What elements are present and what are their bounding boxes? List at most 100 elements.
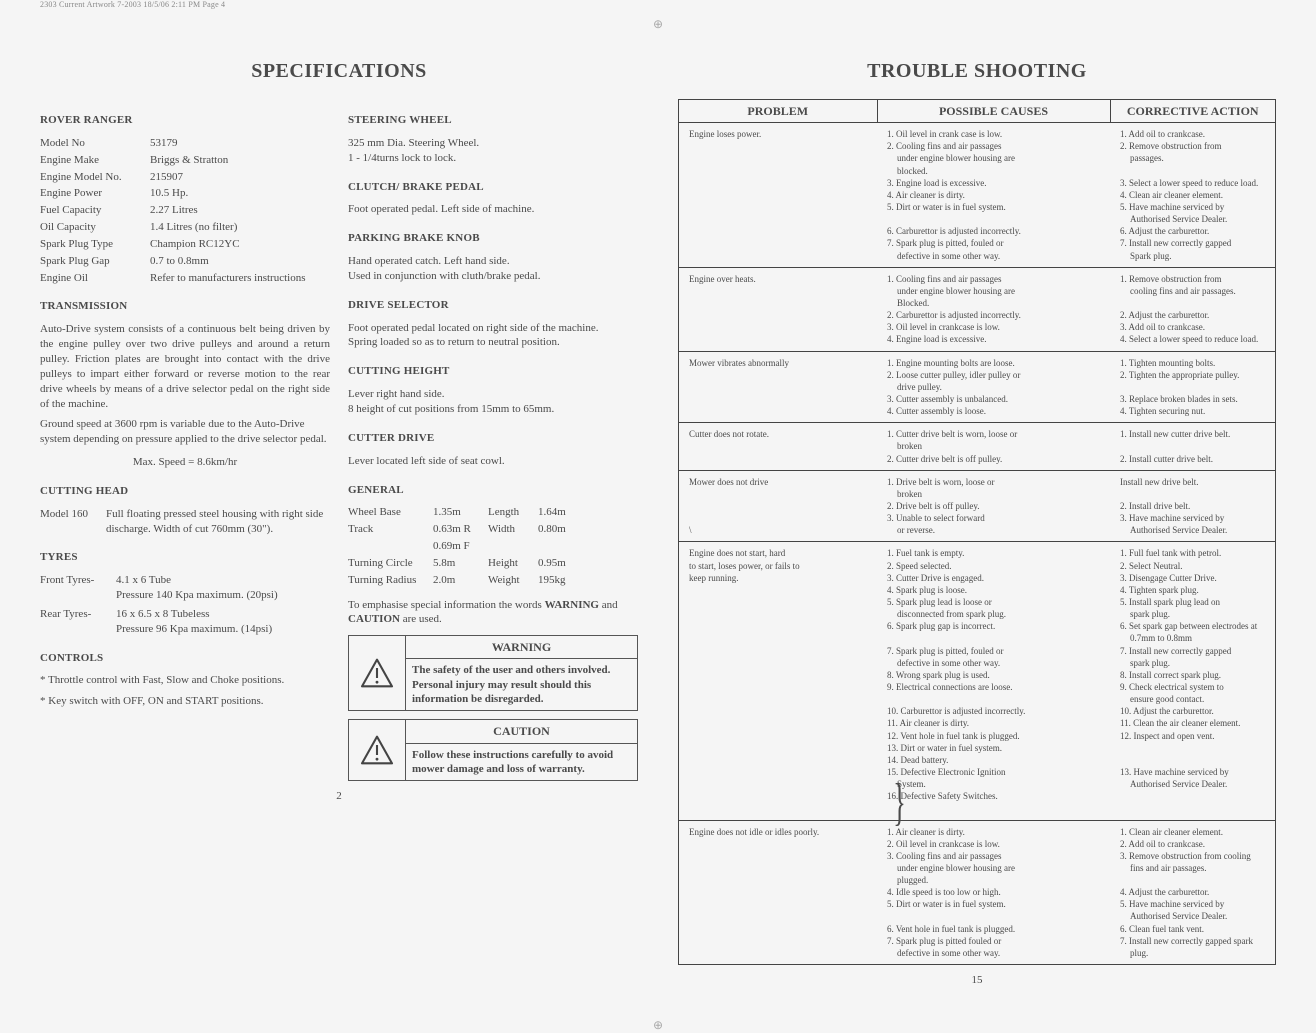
- problem-cell: Engine does not start, hardto start, los…: [679, 542, 878, 820]
- general-cell: 0.63m R: [433, 522, 488, 537]
- general-table: Wheel Base1.35mLength1.64m Track0.63m RWi…: [348, 505, 638, 587]
- spec-value: 53179: [150, 136, 330, 151]
- general-cell: [538, 539, 588, 554]
- spec-table: Model No53179Engine MakeBriggs & Stratto…: [40, 136, 330, 286]
- cutting-head-label: Model 160: [40, 507, 100, 537]
- general-cell: 0.95m: [538, 556, 588, 571]
- drive-sel-l2: Spring loaded so as to return to neutral…: [348, 336, 560, 348]
- actions-cell: Install new drive belt. 2. Install drive…: [1110, 470, 1276, 542]
- spec-label: Spark Plug Type: [40, 237, 150, 252]
- parking-heading: PARKING BRAKE KNOB: [348, 231, 638, 246]
- problem-cell: Engine over heats.: [679, 267, 878, 351]
- rear-tyres-l1: 16 x 6.5 x 8 Tubeless: [116, 608, 210, 620]
- left-column: ROVER RANGER Model No53179Engine MakeBri…: [40, 99, 330, 781]
- problem-cell: Engine loses power.: [679, 123, 878, 268]
- spec-label: Model No: [40, 136, 150, 151]
- actions-cell: 1. Clean air cleaner element.2. Add oil …: [1110, 820, 1276, 965]
- page-right: TROUBLE SHOOTING PROBLEM POSSIBLE CAUSES…: [658, 42, 1296, 998]
- th-action: CORRECTIVE ACTION: [1110, 100, 1276, 123]
- crop-mark-top: ⊕: [0, 17, 1316, 32]
- problem-cell: Mower vibrates abnormally: [679, 351, 878, 423]
- general-heading: GENERAL: [348, 483, 638, 498]
- page-left: SPECIFICATIONS ROVER RANGER Model No5317…: [20, 42, 658, 998]
- th-causes: POSSIBLE CAUSES: [877, 100, 1110, 123]
- spec-value: 0.7 to 0.8mm: [150, 254, 330, 269]
- spec-value: Refer to manufacturers instructions: [150, 271, 330, 286]
- causes-cell: 1. Fuel tank is empty.2. Speed selected.…: [877, 542, 1110, 820]
- general-cell: 2.0m: [433, 573, 488, 588]
- controls-l2: * Key switch with OFF, ON and START posi…: [40, 694, 330, 709]
- parking-l1: Hand operated catch. Left hand side.: [348, 255, 510, 267]
- actions-cell: 1. Add oil to crankcase.2. Remove obstru…: [1110, 123, 1276, 268]
- problem-cell: Mower does not drive\: [679, 470, 878, 542]
- actions-cell: 1. Remove obstruction fromcooling fins a…: [1110, 267, 1276, 351]
- spec-label: Engine Oil: [40, 271, 150, 286]
- table-row: Engine does not start, hardto start, los…: [679, 542, 1276, 820]
- parking-l2: Used in conjunction with cluth/brake ped…: [348, 270, 540, 282]
- spec-value: 2.27 Litres: [150, 203, 330, 218]
- general-cell: 1.35m: [433, 505, 488, 520]
- warning-text: The safety of the user and others involv…: [406, 659, 637, 710]
- controls-l1: * Throttle control with Fast, Slow and C…: [40, 673, 330, 688]
- file-header: 2303 Current Artwork 7-2003 18/5/06 2:11…: [0, 0, 1316, 9]
- transmission-p1: Auto-Drive system consists of a continuo…: [40, 322, 330, 411]
- rear-tyres-label: Rear Tyres-: [40, 607, 110, 637]
- table-row: Engine over heats.1. Cooling fins and ai…: [679, 267, 1276, 351]
- transmission-p2: Ground speed at 3600 rpm is variable due…: [40, 417, 330, 447]
- cut-height-l1: Lever right hand side.: [348, 388, 445, 400]
- rover-ranger-heading: ROVER RANGER: [40, 113, 330, 128]
- general-cell: [348, 539, 433, 554]
- table-row: Cutter does not rotate.1. Cutter drive b…: [679, 423, 1276, 470]
- causes-cell: 1. Air cleaner is dirty.2. Oil level in …: [877, 820, 1110, 965]
- th-problem: PROBLEM: [679, 100, 878, 123]
- spec-label: Engine Power: [40, 186, 150, 201]
- actions-cell: 1. Tighten mounting bolts.2. Tighten the…: [1110, 351, 1276, 423]
- spec-label: Engine Model No.: [40, 170, 150, 185]
- page-num-left: 2: [40, 789, 638, 804]
- problem-cell: Engine does not idle or idles poorly.: [679, 820, 878, 965]
- causes-cell: 1. Drive belt is worn, loose orbroken2. …: [877, 470, 1110, 542]
- tyres-heading: TYRES: [40, 550, 330, 565]
- causes-cell: 1. Engine mounting bolts are loose.2. Lo…: [877, 351, 1110, 423]
- max-speed: Max. Speed = 8.6km/hr: [40, 455, 330, 470]
- right-column: STEERING WHEEL 325 mm Dia. Steering Whee…: [348, 99, 638, 781]
- drive-sel-l1: Foot operated pedal located on right sid…: [348, 322, 598, 334]
- general-note: To emphasise special information the wor…: [348, 598, 638, 628]
- warning-title: WARNING: [406, 636, 637, 659]
- controls-heading: CONTROLS: [40, 651, 330, 666]
- general-cell: Track: [348, 522, 433, 537]
- table-row: Engine does not idle or idles poorly.1. …: [679, 820, 1276, 965]
- spec-value: 10.5 Hp.: [150, 186, 330, 201]
- crop-mark-bottom: ⊕: [0, 1018, 1316, 1033]
- drive-sel-heading: DRIVE SELECTOR: [348, 298, 638, 313]
- steering-l1: 325 mm Dia. Steering Wheel.: [348, 137, 479, 149]
- warning-icon: [349, 636, 406, 710]
- cutting-head-text: Full floating pressed steel housing with…: [106, 507, 330, 537]
- general-cell: Weight: [488, 573, 538, 588]
- page-num-right: 15: [678, 973, 1276, 988]
- caution-title: CAUTION: [406, 720, 637, 743]
- spec-value: 215907: [150, 170, 330, 185]
- general-cell: 195kg: [538, 573, 588, 588]
- front-tyres-l2: Pressure 140 Kpa maximum. (20psi): [116, 589, 278, 601]
- caution-text: Follow these instructions carefully to a…: [406, 744, 637, 781]
- spread: SPECIFICATIONS ROVER RANGER Model No5317…: [0, 32, 1316, 1018]
- general-cell: Wheel Base: [348, 505, 433, 520]
- cut-height-l2: 8 height of cut positions from 15mm to 6…: [348, 403, 554, 415]
- spec-value: Champion RC12YC: [150, 237, 330, 252]
- general-cell: Width: [488, 522, 538, 537]
- cutting-head-heading: CUTTING HEAD: [40, 484, 330, 499]
- table-row: Engine loses power.1. Oil level in crank…: [679, 123, 1276, 268]
- actions-cell: 1. Full fuel tank with petrol.2. Select …: [1110, 542, 1276, 820]
- spec-value: 1.4 Litres (no filter): [150, 220, 330, 235]
- general-cell: 0.80m: [538, 522, 588, 537]
- front-tyres-l1: 4.1 x 6 Tube: [116, 574, 171, 586]
- trouble-table: PROBLEM POSSIBLE CAUSES CORRECTIVE ACTIO…: [678, 99, 1276, 965]
- general-cell: Length: [488, 505, 538, 520]
- general-cell: 0.69m F: [433, 539, 488, 554]
- cutter-drive-heading: CUTTER DRIVE: [348, 431, 638, 446]
- specs-title: SPECIFICATIONS: [40, 58, 638, 85]
- causes-cell: 1. Oil level in crank case is low.2. Coo…: [877, 123, 1110, 268]
- spec-label: Fuel Capacity: [40, 203, 150, 218]
- general-cell: 1.64m: [538, 505, 588, 520]
